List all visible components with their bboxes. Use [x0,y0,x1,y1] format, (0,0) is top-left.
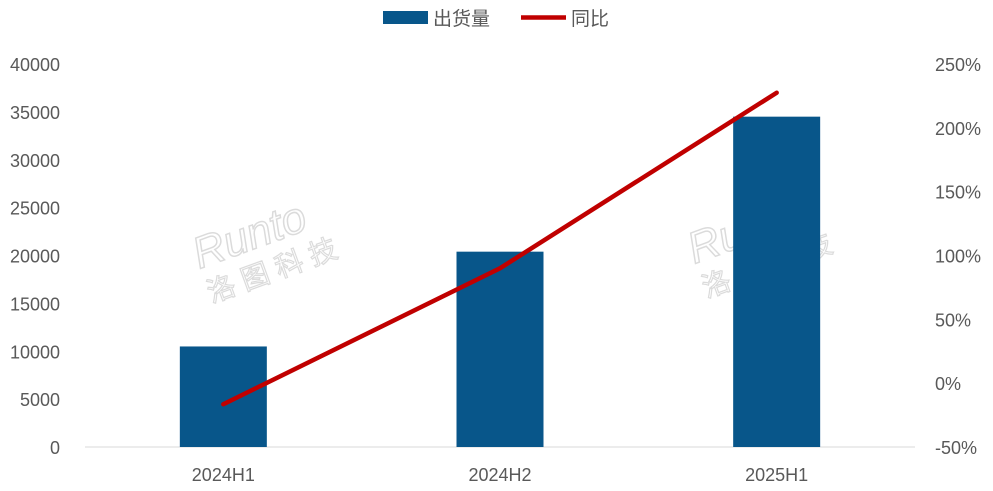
right-tick-label: 100% [935,247,981,267]
left-tick-label: 5000 [20,390,60,410]
left-tick-label: 0 [50,438,60,458]
left-tick-label: 35000 [10,103,60,123]
category-label: 2025H1 [745,465,808,485]
left-tick-label: 40000 [10,55,60,75]
left-tick-label: 20000 [10,247,60,267]
right-tick-label: -50% [935,438,977,458]
legend-label-bar: 出货量 [433,8,490,30]
right-tick-label: 0% [935,374,961,394]
category-label: 2024H2 [468,465,531,485]
left-tick-label: 30000 [10,151,60,171]
bar-2025H1 [733,116,821,447]
right-tick-label: 250% [935,55,981,75]
category-label: 2024H1 [192,465,255,485]
left-tick-label: 15000 [10,294,60,314]
legend-label-line: 同比 [571,8,609,30]
left-tick-label: 25000 [10,199,60,219]
right-tick-label: 200% [935,119,981,139]
left-tick-label: 10000 [10,342,60,362]
bar-2024H1 [179,346,267,447]
right-tick-label: 50% [935,310,971,330]
legend-swatch-bar [383,11,428,24]
right-tick-label: 150% [935,183,981,203]
